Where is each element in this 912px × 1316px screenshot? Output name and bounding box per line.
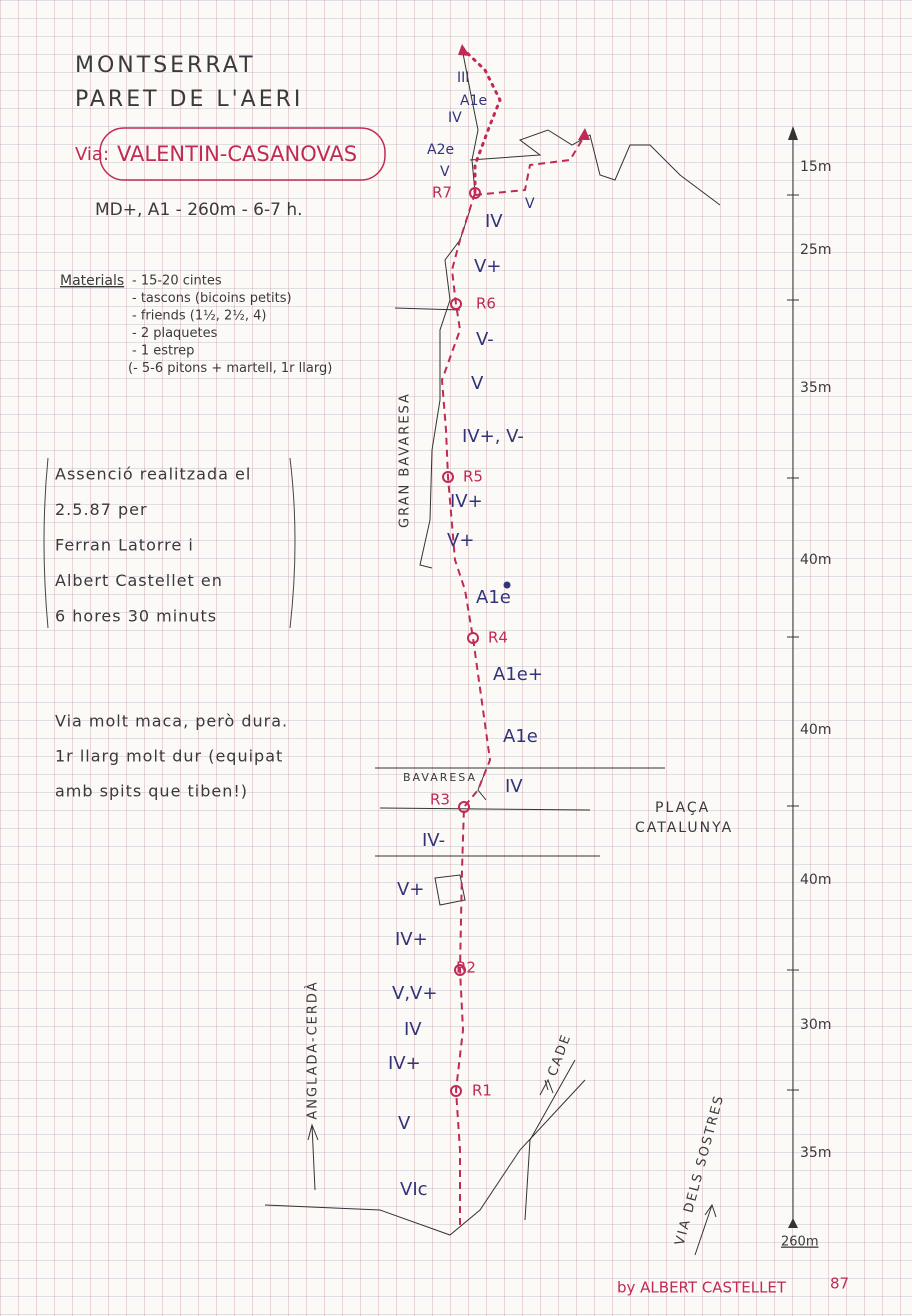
grade-label: IV (505, 776, 523, 797)
grade-label: IV (404, 1019, 422, 1040)
grade-label: IV+ (450, 491, 483, 512)
title: MONTSERRAT (75, 53, 256, 78)
summit-arrow (578, 128, 590, 140)
belay-point (467, 632, 479, 644)
grade-label: IV (448, 110, 462, 126)
belay-label: R5 (463, 468, 483, 486)
feature-label: GRAN BAVARESA (398, 392, 413, 528)
pitch-length: 40m (800, 872, 831, 888)
scale-total: 260m (781, 1235, 818, 1250)
note-line: Via molt maca, però dura. (55, 712, 288, 731)
scale-arrow-bottom (788, 1218, 798, 1228)
pitch-length: 15m (800, 159, 831, 175)
rock-outline (264, 47, 721, 1256)
feature-label: ANGLADA-CERDÀ (305, 980, 321, 1119)
belay-label: R1 (472, 1082, 492, 1100)
material-item: - tascons (bicoins petits) (132, 291, 292, 306)
scale-labels: 15m 25m 35m 40m 40m 40m 30m 35m (787, 159, 831, 1161)
grade-label: V,V+ (392, 983, 437, 1004)
feature-label: PLAÇA (655, 800, 710, 816)
belay-label: R3 (430, 791, 450, 809)
belay-label: R4 (488, 629, 508, 647)
signature: by ALBERT CASTELLET (617, 1279, 787, 1297)
ascent-line: Ferran Latorre i (55, 536, 194, 555)
belay-point (450, 298, 462, 310)
ascent-line: Albert Castellet en (55, 571, 223, 590)
route-name-frame (99, 127, 386, 181)
grade-label: IV (485, 211, 503, 232)
grade-label: A1e (476, 587, 511, 608)
feature-label: CADE (545, 1032, 574, 1079)
pitch-length: 35m (800, 380, 831, 396)
summary: MD+, A1 - 260m - 6-7 h. (95, 200, 303, 220)
note-line: amb spits que tiben!) (55, 782, 248, 801)
grade-label: A1e (503, 726, 538, 747)
grade-label: V+ (474, 256, 501, 277)
grade-label: V (440, 164, 450, 180)
material-item: (- 5-6 pitons + martell, 1r llarg) (128, 361, 332, 376)
grade-label: IV- (422, 830, 445, 851)
ascent-frame (43, 457, 296, 629)
belay-point (450, 1085, 462, 1097)
belay-point (458, 801, 470, 813)
grade-label: A2e (427, 142, 454, 158)
grade-label: V (471, 373, 484, 394)
grade-label: V (398, 1113, 411, 1134)
pitch-length: 35m (800, 1145, 831, 1161)
grade-label: V+ (397, 879, 424, 900)
grade-label: A1e+ (493, 664, 543, 685)
ascent-lines: Assenció realitzada el 2.5.87 per Ferran L… (55, 465, 251, 626)
belay-point (469, 187, 481, 199)
material-item: - 2 plaquetes (132, 326, 218, 341)
route-exit (474, 134, 586, 196)
materials-list: - 15-20 cintes - tascons (bicoins petits)… (128, 274, 332, 377)
ascent-line: 2.5.87 per (55, 500, 148, 519)
belay-label: R6 (476, 295, 496, 313)
grade-label: IV+ (388, 1053, 421, 1074)
signature-year: 87 (830, 1275, 849, 1293)
material-item: - 15-20 cintes (132, 274, 222, 289)
note-line: 1r llarg molt dur (equipat (55, 747, 283, 766)
grade-label: V+ (447, 530, 474, 551)
belay-point (442, 471, 454, 483)
pitch-length: 40m (800, 722, 831, 738)
material-item: - 1 estrep (132, 344, 194, 359)
ascent-line: 6 hores 30 minuts (55, 607, 217, 626)
belay-point (454, 964, 466, 976)
pitch-length: 40m (800, 552, 831, 568)
grade-label: V- (476, 329, 494, 350)
route-line (440, 192, 492, 1225)
ascent-line: Assenció realitzada el (55, 465, 251, 484)
feature-label: VIA DELS SOSTRES (673, 1093, 728, 1247)
grade-label: VIc (400, 1179, 428, 1200)
scale-arrow-top (788, 126, 798, 140)
subtitle: PARET DE L'AERI (75, 87, 303, 112)
material-item: - friends (1½, 2½, 4) (132, 309, 266, 324)
grade-label: V (525, 196, 535, 212)
route-name: VALENTIN-CASANOVAS (117, 142, 357, 166)
route-top (460, 46, 502, 195)
pitch-length: 30m (800, 1017, 831, 1033)
belay-label: R7 (432, 184, 452, 202)
feature-label: BAVARESA (403, 771, 477, 784)
materials-label: Materials (60, 273, 124, 289)
grade-label: III (457, 70, 469, 86)
feature-label: CATALUNYA (635, 820, 733, 836)
top-arrow (458, 44, 470, 56)
bolt (503, 581, 511, 589)
grade-label: IV+, V- (462, 426, 524, 447)
note-lines: Via molt maca, però dura. 1r llarg molt d… (55, 712, 288, 801)
belay-label: R2 (456, 959, 476, 977)
grade-label: IV+ (395, 929, 428, 950)
grade-label: A1e (460, 93, 487, 109)
route-prefix: Via: (75, 144, 109, 165)
pitch-length: 25m (800, 242, 831, 258)
